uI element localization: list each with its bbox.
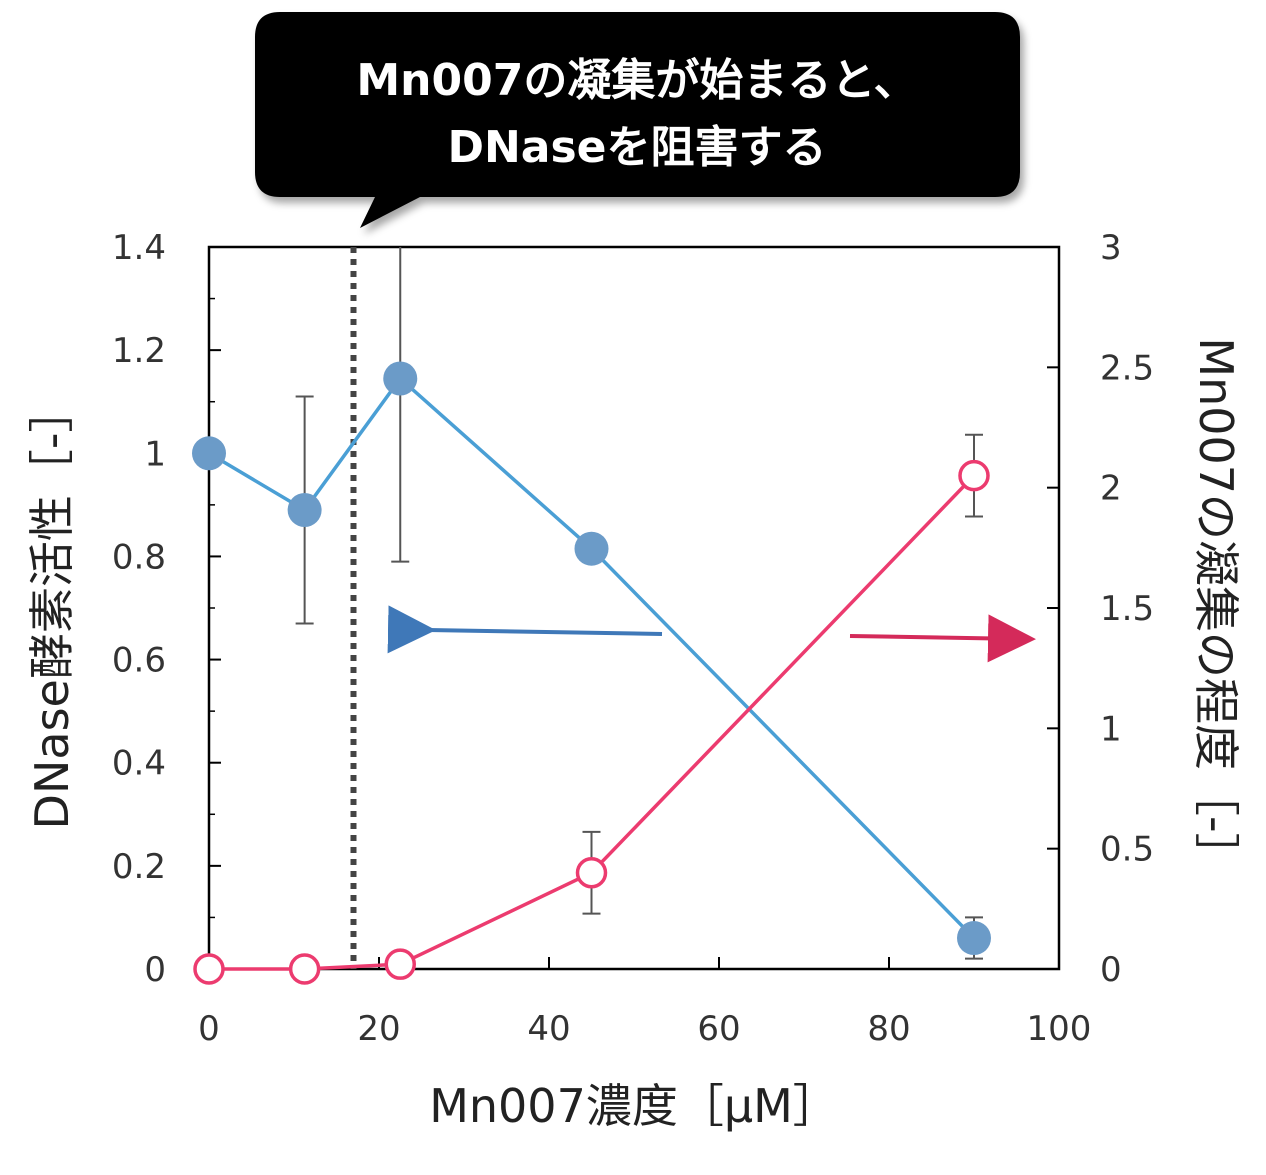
y-right-tick-label: 2 [1100,469,1122,509]
callout [255,12,1020,228]
series-2-point [384,948,416,980]
y-right-tick-label: 0.5 [1100,830,1154,870]
plot-area [207,245,1061,971]
axis-tick-labels: 0 20 40 60 80 10000.20.40.60.811.21.400.511.5… [112,228,1154,1049]
callout-line-2: DNaseを阻害する [447,122,826,173]
callout-line-1: Mn007の凝集が始まると、 [356,55,917,106]
series-2-point [575,856,608,889]
x-tick-label: 60 [697,1009,740,1049]
right-axis-arrow [849,614,1036,663]
series-1-point [574,531,609,566]
y-right-tick-label: 1.5 [1100,589,1154,629]
error-bars [295,247,983,970]
left-axis-arrow [387,605,663,654]
y-left-tick-label: 0.2 [112,847,166,887]
y-left-tick-label: 0.6 [112,641,166,681]
x-tick-label: 40 [527,1009,570,1049]
y-right-tick-label: 0 [1100,950,1122,990]
callout-bubble [255,12,1020,228]
series-1-point [957,921,991,956]
y-left-tick-label: 1.2 [112,331,166,371]
series-markers [192,361,991,985]
series-1-point [383,361,418,396]
series-1-point [287,493,322,528]
y-left-axis-title: DNase酵素活性［-］ [25,387,79,830]
y-left-tick-label: 0 [144,950,166,990]
x-axis-title: Mn007濃度［μM］ [429,1079,839,1133]
y-left-tick-label: 1.4 [112,228,166,268]
series-2-point [288,953,321,985]
y-right-tick-label: 2.5 [1100,348,1154,388]
y-left-tick-label: 0.8 [112,537,166,577]
y-left-tick-label: 0.4 [112,744,166,784]
series-1-point [192,436,226,471]
series-2-point [958,459,990,492]
y-right-tick-label: 3 [1100,228,1122,268]
x-tick-label: 0 [198,1009,220,1049]
y-right-tick-label: 1 [1100,709,1122,749]
series-2-point [193,953,225,985]
axis-ticks [208,246,1060,970]
x-tick-label: 20 [357,1009,400,1049]
y-left-tick-label: 1 [144,434,166,474]
x-tick-label: 100 [1027,1009,1092,1049]
y-right-axis-title: Mn007の凝集の程度［-］ [1189,337,1243,878]
x-tick-label: 80 [867,1009,910,1049]
axis-arrows [387,605,1036,663]
